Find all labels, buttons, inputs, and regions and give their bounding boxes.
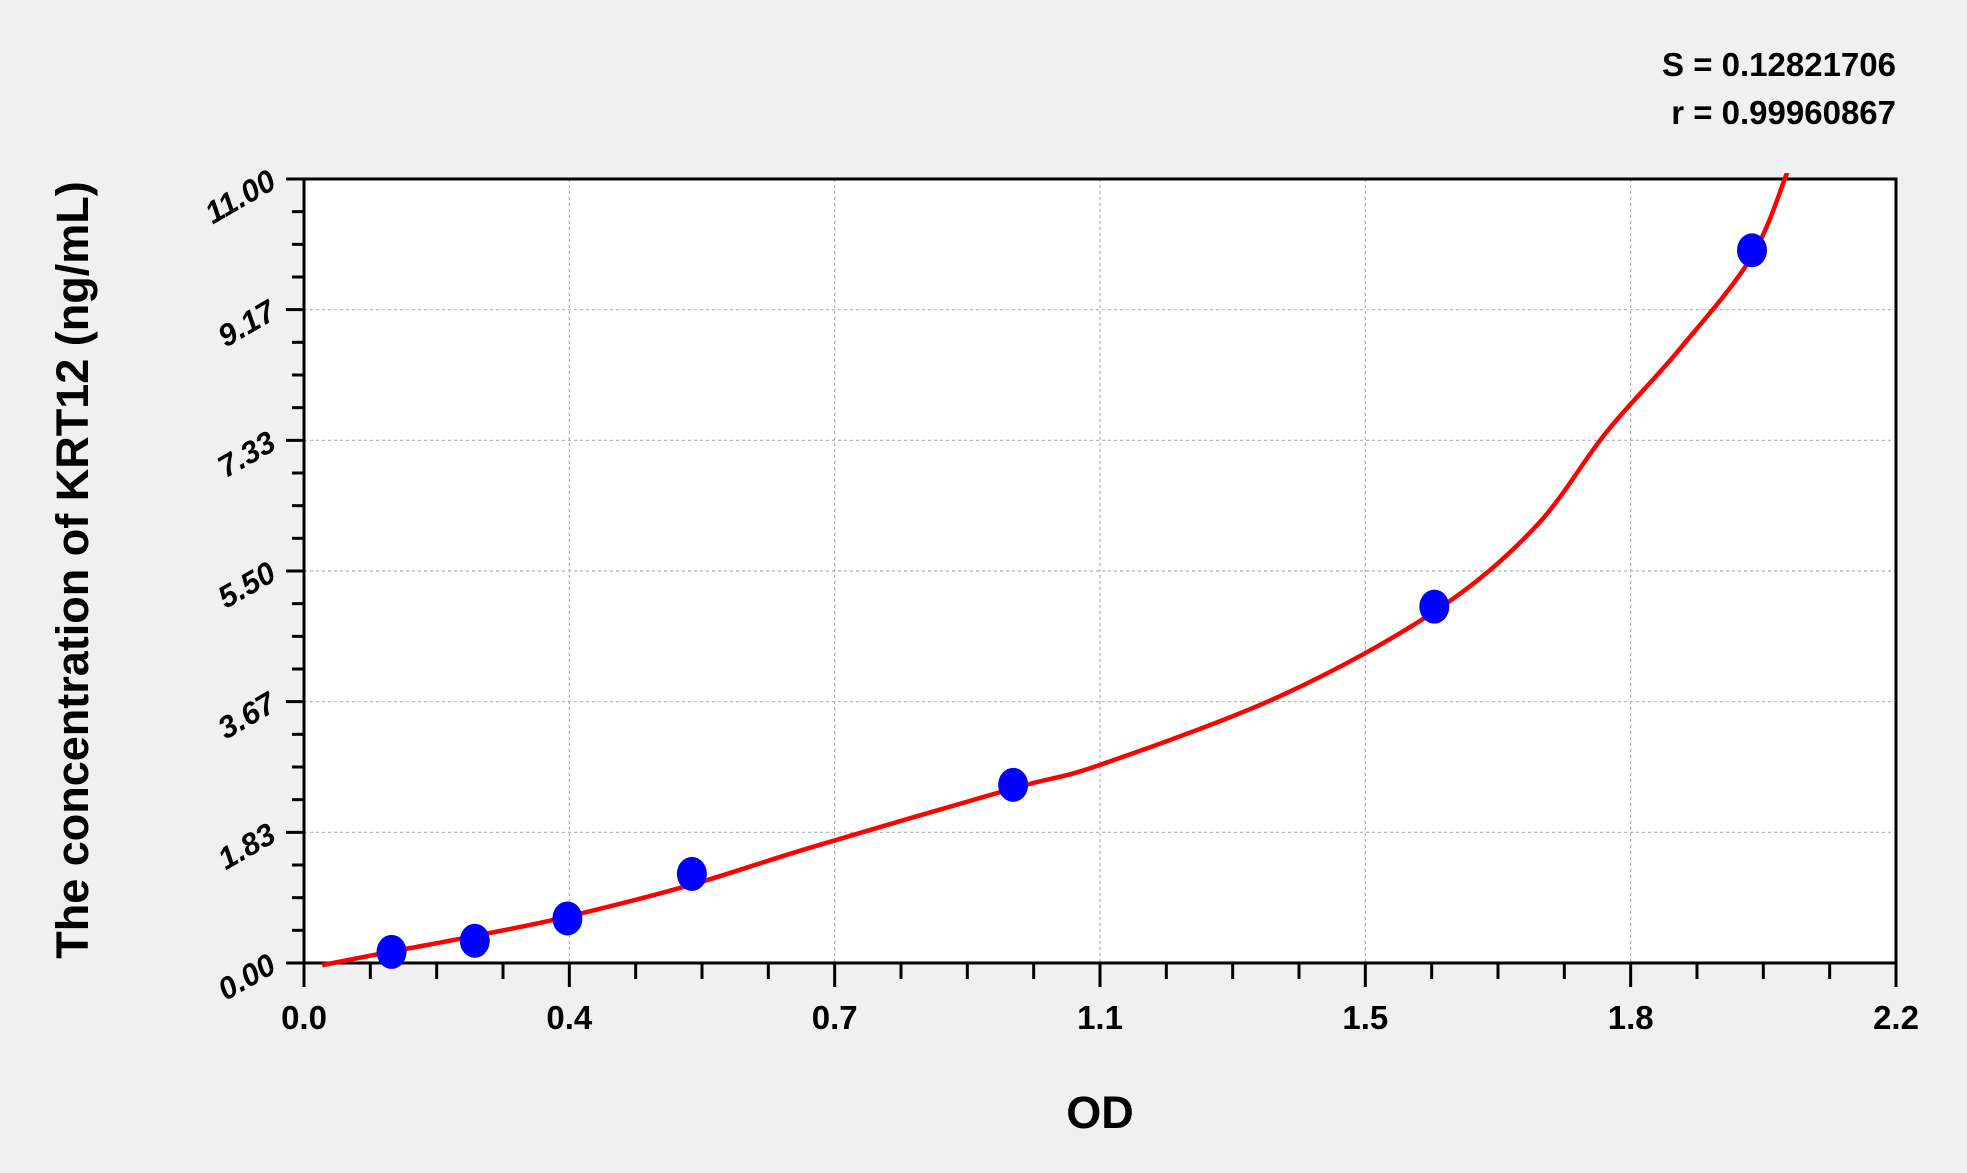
data-point bbox=[998, 767, 1029, 802]
fit-curve bbox=[321, 173, 1790, 968]
y-tick-label: 11.00 bbox=[199, 163, 282, 231]
axis-ticks: 0.0 0.4 0.7 1.1 1.5 1.8 2.2 0.00 1.83 3.67 5.50 7.3… bbox=[199, 163, 1919, 1036]
x-tick-label: 1.8 bbox=[1608, 999, 1654, 1036]
data-points bbox=[376, 233, 1767, 969]
data-point bbox=[676, 856, 707, 891]
data-point bbox=[376, 934, 407, 969]
data-point bbox=[1419, 589, 1450, 624]
stat-s: S = 0.12821706 bbox=[1662, 46, 1896, 83]
x-tick-label: 0.4 bbox=[546, 999, 593, 1036]
x-tick-label: 1.5 bbox=[1342, 999, 1388, 1036]
x-tick-label: 2.2 bbox=[1873, 999, 1919, 1036]
fit-curve-group bbox=[321, 173, 1790, 968]
y-tick-label: 3.67 bbox=[212, 685, 283, 746]
grid bbox=[304, 179, 1896, 963]
stat-r: r = 0.99960867 bbox=[1671, 94, 1896, 131]
x-tick-label: 0.7 bbox=[812, 999, 858, 1036]
x-tick-label: 0.0 bbox=[281, 999, 327, 1036]
plot-frame bbox=[302, 177, 1898, 965]
data-point bbox=[552, 901, 583, 936]
x-tick-label: 1.1 bbox=[1077, 999, 1123, 1036]
y-tick-label: 7.33 bbox=[212, 424, 282, 484]
data-point bbox=[459, 923, 490, 958]
y-tick-label: 1.83 bbox=[212, 816, 282, 876]
y-axis-title: The concentration of KRT12 (ng/mL) bbox=[47, 181, 98, 959]
y-tick-label: 0.00 bbox=[212, 947, 282, 1007]
y-tick-label: 5.50 bbox=[212, 555, 282, 615]
x-axis-title: OD bbox=[1066, 1087, 1134, 1138]
y-tick-label: 9.17 bbox=[212, 293, 283, 354]
data-point bbox=[1736, 233, 1767, 268]
